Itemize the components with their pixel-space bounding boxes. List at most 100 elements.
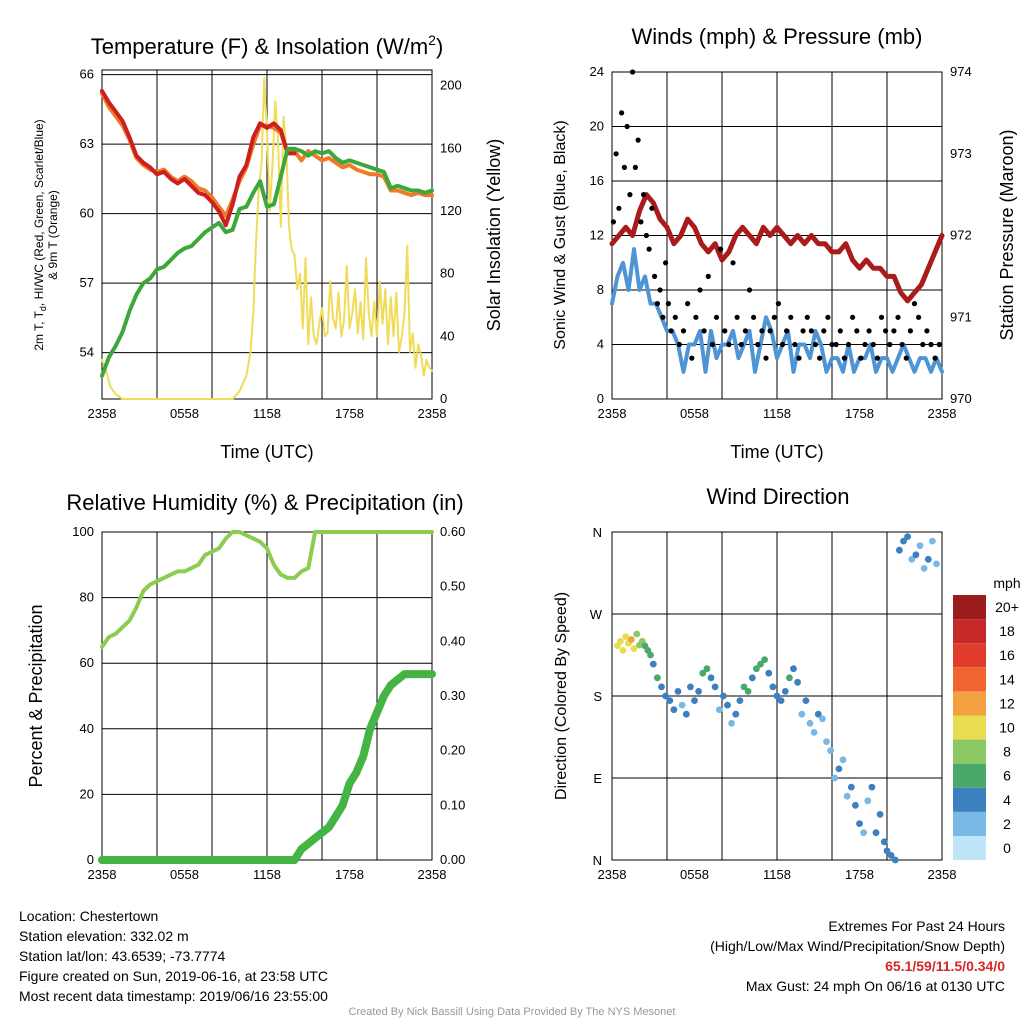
gust-point: [792, 341, 798, 348]
direction-point: [654, 674, 661, 682]
direction-point: [711, 683, 719, 691]
extremes-subtitle: (High/Low/Max Wind/Precipitation/Snow De…: [710, 938, 1005, 954]
direction-y-tick-label: N: [593, 853, 602, 868]
direction-point: [703, 665, 711, 673]
direction-title: Wind Direction: [706, 484, 849, 509]
pressure-y2-tick-label: 972: [950, 228, 972, 243]
temp-y-tick-label: 54: [80, 345, 94, 360]
gust-point: [709, 341, 716, 348]
direction-x-tick-label: 2358: [598, 867, 627, 882]
precip-y2-tick-label: 0.30: [440, 688, 465, 703]
direction-point: [880, 838, 888, 846]
temp-title-end: ): [436, 34, 443, 59]
humidity-line: [100, 530, 434, 649]
direction-point: [761, 656, 768, 663]
direction-point: [839, 756, 847, 764]
direction-point: [872, 829, 880, 837]
temp-series-line-2: [100, 146, 434, 378]
gust-point: [878, 314, 885, 320]
extremes-title: Extremes For Past 24 Hours: [828, 918, 1005, 934]
gust-point: [920, 341, 926, 348]
legend-label: 14: [999, 671, 1015, 687]
temp-y-axis-label-line2: & 9m T (Orange): [46, 190, 60, 280]
insolation-y2-tick-label: 0: [440, 391, 447, 406]
wind-x-tick-label: 0558: [680, 406, 709, 421]
rh-y-tick-label: 0: [87, 852, 94, 867]
direction-point: [814, 710, 822, 718]
gust-point: [821, 328, 827, 334]
legend-swatch: [953, 739, 986, 764]
temp-title-sup: 2: [428, 32, 436, 48]
gust-point: [663, 260, 669, 266]
temp-x-tick-label: 1758: [335, 406, 364, 421]
gust-point: [796, 355, 802, 361]
legend-swatch: [953, 811, 986, 836]
legend-swatch: [953, 667, 986, 692]
legend-label: 18: [999, 623, 1015, 639]
gust-point: [657, 287, 663, 293]
direction-point: [891, 856, 899, 864]
temp-y-label-sub: d: [38, 306, 48, 311]
rh-x-tick-label: 2358: [418, 867, 447, 882]
direction-y-tick-label: W: [590, 607, 603, 622]
gust-point: [665, 301, 672, 307]
direction-point: [798, 710, 806, 718]
direction-point: [678, 701, 686, 709]
temp-panel-frame: [101, 69, 433, 400]
legend-swatch: [953, 763, 986, 788]
direction-point: [658, 683, 665, 691]
direction-point: [924, 555, 932, 563]
temp-y-label-part: 2m T, T: [32, 310, 46, 350]
direction-point: [619, 647, 627, 654]
direction-point: [622, 633, 630, 641]
legend-label: 0: [1003, 840, 1011, 856]
gust-point: [883, 328, 889, 334]
direction-point: [699, 669, 707, 677]
direction-point: [835, 765, 843, 773]
direction-point: [627, 636, 635, 643]
rh-title: Relative Humidity (%) & Precipitation (i…: [66, 490, 463, 515]
rh-x-tick-label: 0558: [170, 867, 199, 882]
temp-x-tick-label: 0558: [170, 406, 199, 421]
gust-point: [775, 301, 782, 307]
direction-point: [933, 560, 940, 568]
direction-point: [687, 683, 694, 691]
temp-y-label-part: , HI/WC (Red, Green, Scarlet/Blue): [32, 119, 46, 306]
direction-point: [728, 719, 735, 727]
gust-point: [800, 328, 806, 334]
legend-label: 20+: [995, 599, 1019, 615]
gust-point: [751, 314, 757, 320]
gust-point: [837, 328, 843, 334]
wind-y-tick-label: 12: [590, 228, 604, 243]
gust-point: [911, 301, 918, 307]
gust-point: [841, 355, 848, 361]
gust-point: [630, 69, 636, 75]
direction-point: [724, 701, 731, 709]
direction-point: [647, 651, 654, 659]
legend-swatch: [953, 643, 986, 668]
gust-point: [866, 328, 872, 334]
extremes-panel: Extremes For Past 24 Hours (High/Low/Max…: [710, 916, 1005, 996]
temp-y-tick-label: 60: [80, 206, 94, 221]
direction-point: [633, 630, 641, 638]
gust-point: [742, 328, 749, 334]
gust-point: [726, 341, 732, 348]
direction-x-tick-label: 1758: [845, 867, 874, 882]
direction-point: [744, 688, 752, 695]
direction-point: [912, 551, 920, 559]
gust-point: [693, 314, 699, 320]
gust-point: [713, 314, 720, 320]
gust-point: [858, 355, 864, 361]
gust-point: [627, 192, 633, 198]
gust-point: [613, 151, 619, 157]
legend-label: 8: [1003, 744, 1011, 760]
wind-x-tick-label: 1158: [763, 406, 791, 421]
legend-swatch: [953, 619, 986, 644]
wind-x-tick-label: 2358: [598, 406, 627, 421]
gust-point: [788, 314, 794, 320]
gust-point: [779, 341, 786, 348]
direction-point: [649, 660, 657, 668]
insolation-y2-tick-label: 160: [440, 140, 462, 155]
gust-point: [738, 341, 744, 348]
